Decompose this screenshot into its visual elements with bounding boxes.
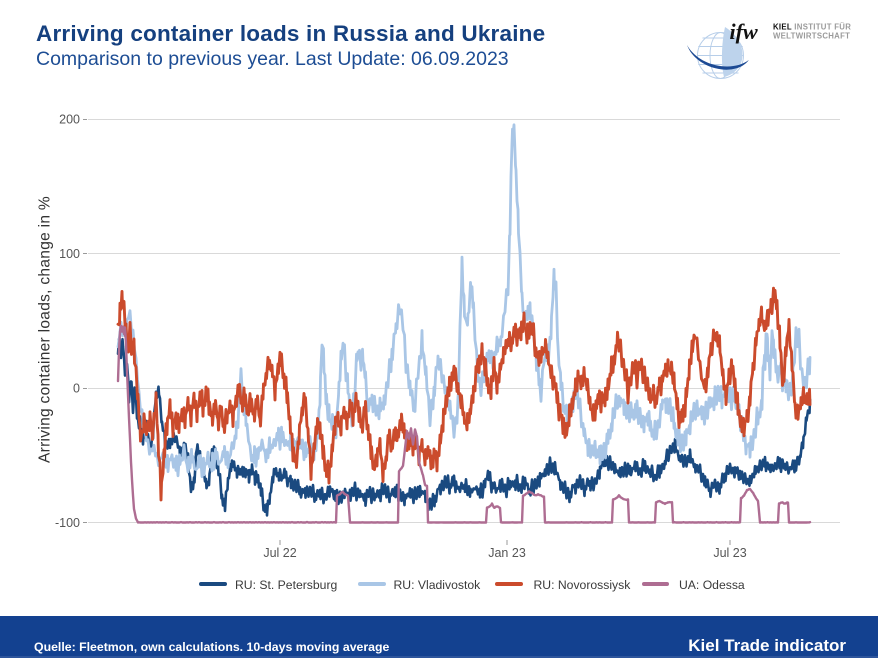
svg-text:Jul 23: Jul 23 — [713, 546, 746, 560]
svg-text:200: 200 — [59, 113, 80, 127]
svg-text:0: 0 — [73, 382, 80, 396]
svg-text:-100: -100 — [55, 516, 80, 530]
svg-text:Jan 23: Jan 23 — [488, 546, 526, 560]
svg-text:100: 100 — [59, 247, 80, 261]
svg-text:KIEL INSTITUT FÜR: KIEL INSTITUT FÜR — [773, 23, 851, 32]
svg-text:ifw: ifw — [730, 19, 758, 44]
svg-text:Jul 22: Jul 22 — [263, 546, 296, 560]
svg-text:Arriving container loads, chan: Arriving container loads, change in % — [37, 196, 54, 463]
svg-text:WELTWIRTSCHAFT: WELTWIRTSCHAFT — [773, 32, 850, 41]
